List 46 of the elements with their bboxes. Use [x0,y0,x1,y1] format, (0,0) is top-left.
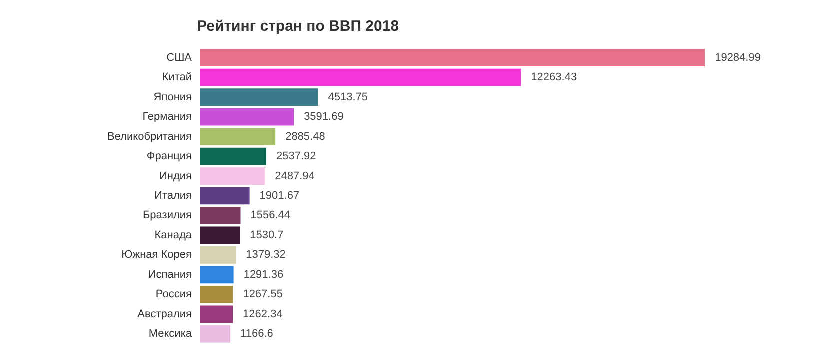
bar [200,325,231,343]
data-label: 1530.7 [250,229,284,242]
y-tick-label: Россия [156,288,192,301]
data-label: 1267.55 [243,288,283,301]
bar [200,168,266,185]
bar [200,68,522,86]
y-tick-label: Южная Корея [122,249,192,262]
y-tick-label: Канада [154,229,193,242]
bar [200,266,234,284]
y-tick-label: Китай [162,72,192,84]
data-label: 3591.69 [304,111,344,124]
y-tick-label: Австралия [138,308,192,320]
data-label: 2537.92 [276,150,316,163]
y-tick-label: Испания [148,268,192,281]
bar [200,128,276,146]
y-tick-label: Мексика [148,328,193,340]
y-tick-label: Франция [146,150,192,163]
bar [200,49,706,67]
y-tick-label: США [166,52,193,64]
bar [200,207,241,224]
bar [200,187,250,205]
data-label: 2487.94 [275,170,315,182]
bar [200,286,234,304]
data-label: 4513.75 [328,91,368,104]
bar [200,88,318,106]
y-tick-label: Индия [159,170,192,182]
y-tick-label: Япония [154,91,192,104]
y-tick-label: Великобритания [108,130,192,143]
data-label: 2885.48 [286,130,326,143]
data-label: 1379.32 [246,249,286,262]
data-label: 1901.67 [260,190,300,202]
y-tick-label: Бразилия [142,210,192,222]
data-label: 1556.44 [250,210,291,222]
y-tick-label: Италия [154,190,192,202]
data-label: 19284.99 [715,52,761,64]
data-label: 1166.6 [240,328,274,340]
chart-title: Рейтинг стран по ВВП 2018 [197,18,400,35]
bar [200,148,266,166]
y-tick-label: Германия [142,111,192,124]
bar [200,306,234,324]
bar [200,226,240,244]
data-label: 1291.36 [244,268,284,281]
data-label: 12263.43 [531,72,578,84]
data-label: 1262.34 [243,308,283,320]
bar [200,246,236,264]
bar [200,108,294,126]
